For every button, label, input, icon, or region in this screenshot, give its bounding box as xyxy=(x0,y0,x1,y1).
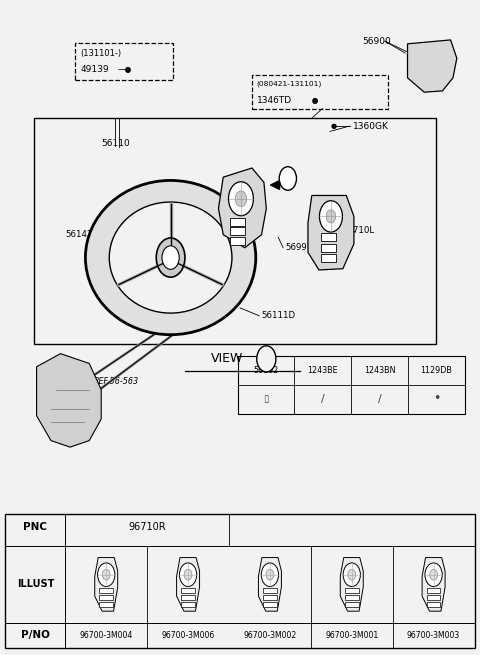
Bar xyxy=(99,602,113,607)
Text: 96700-3M002: 96700-3M002 xyxy=(243,631,297,640)
Ellipse shape xyxy=(85,180,256,335)
Bar xyxy=(181,595,195,600)
Bar xyxy=(181,588,195,593)
Bar xyxy=(427,595,441,600)
Text: 56170B: 56170B xyxy=(218,264,252,273)
Text: A: A xyxy=(263,354,270,364)
Text: VIEW: VIEW xyxy=(211,352,244,365)
Text: /: / xyxy=(378,394,382,404)
Text: 96700-3M006: 96700-3M006 xyxy=(161,631,215,640)
Bar xyxy=(99,588,113,593)
Bar xyxy=(230,227,245,235)
Text: 96700-3M003: 96700-3M003 xyxy=(407,631,460,640)
Bar xyxy=(322,254,336,262)
Text: (131101-): (131101-) xyxy=(81,48,122,58)
Text: ●: ● xyxy=(307,96,318,105)
Bar xyxy=(75,43,173,81)
Circle shape xyxy=(228,181,253,215)
Bar xyxy=(230,237,245,245)
Circle shape xyxy=(257,346,276,372)
Polygon shape xyxy=(422,557,445,611)
Text: 56182: 56182 xyxy=(253,365,279,375)
Circle shape xyxy=(343,563,360,586)
Text: 1243BN: 1243BN xyxy=(364,365,396,375)
Polygon shape xyxy=(218,168,266,248)
Text: P/NO: P/NO xyxy=(21,630,50,641)
Text: 56900: 56900 xyxy=(362,37,391,46)
Circle shape xyxy=(102,569,110,580)
Text: 56142L: 56142L xyxy=(218,276,251,285)
Text: ILLUST: ILLUST xyxy=(17,580,54,590)
Bar xyxy=(34,119,436,344)
Text: •: • xyxy=(433,392,440,405)
Bar xyxy=(322,244,336,252)
Circle shape xyxy=(184,569,192,580)
Text: 1129DB: 1129DB xyxy=(420,365,453,375)
Text: 56110: 56110 xyxy=(101,139,130,147)
Text: ●: ● xyxy=(331,123,337,129)
Bar xyxy=(263,602,277,607)
Text: 96710L: 96710L xyxy=(343,226,375,235)
Text: 96700-3M001: 96700-3M001 xyxy=(325,631,378,640)
Polygon shape xyxy=(340,557,363,611)
Text: 56142R: 56142R xyxy=(65,229,99,238)
Text: REF.56-563: REF.56-563 xyxy=(94,377,139,386)
Bar xyxy=(99,595,113,600)
Bar xyxy=(263,588,277,593)
Circle shape xyxy=(320,200,342,232)
Text: 1346TD: 1346TD xyxy=(257,96,292,105)
Bar xyxy=(238,356,465,414)
Text: 56991C: 56991C xyxy=(286,243,319,252)
Bar xyxy=(345,602,359,607)
Circle shape xyxy=(348,569,356,580)
Circle shape xyxy=(97,563,115,586)
Circle shape xyxy=(425,563,442,586)
Polygon shape xyxy=(258,557,281,611)
Bar xyxy=(252,75,388,109)
Circle shape xyxy=(156,238,185,277)
Text: 56111D: 56111D xyxy=(262,311,296,320)
Text: 1243BE: 1243BE xyxy=(308,365,338,375)
Text: (080421-131101): (080421-131101) xyxy=(257,81,322,87)
Circle shape xyxy=(235,191,247,206)
Polygon shape xyxy=(408,40,457,92)
Polygon shape xyxy=(308,195,354,270)
Bar xyxy=(230,217,245,225)
Bar xyxy=(322,233,336,241)
Circle shape xyxy=(266,569,274,580)
Circle shape xyxy=(261,563,278,586)
Polygon shape xyxy=(177,557,200,611)
Text: ▯: ▯ xyxy=(264,394,269,404)
Bar xyxy=(5,514,475,648)
Circle shape xyxy=(180,563,197,586)
Bar xyxy=(427,588,441,593)
Text: PNC: PNC xyxy=(24,522,48,532)
Text: /: / xyxy=(321,394,325,404)
Text: 49139: 49139 xyxy=(81,66,109,74)
Text: —●: —● xyxy=(118,66,132,74)
Bar xyxy=(181,602,195,607)
Circle shape xyxy=(279,167,297,190)
Text: 96700-3M004: 96700-3M004 xyxy=(80,631,133,640)
Text: 96710R: 96710R xyxy=(128,522,166,532)
Bar xyxy=(427,602,441,607)
Bar xyxy=(263,595,277,600)
Ellipse shape xyxy=(109,202,232,313)
Polygon shape xyxy=(95,557,118,611)
Polygon shape xyxy=(36,354,101,447)
Text: 96710R: 96710R xyxy=(142,193,175,201)
Text: 1360GK: 1360GK xyxy=(352,122,388,131)
Circle shape xyxy=(430,569,438,580)
Bar xyxy=(345,595,359,600)
Circle shape xyxy=(326,210,336,223)
Text: A: A xyxy=(285,174,291,183)
Circle shape xyxy=(162,246,179,269)
Bar xyxy=(345,588,359,593)
